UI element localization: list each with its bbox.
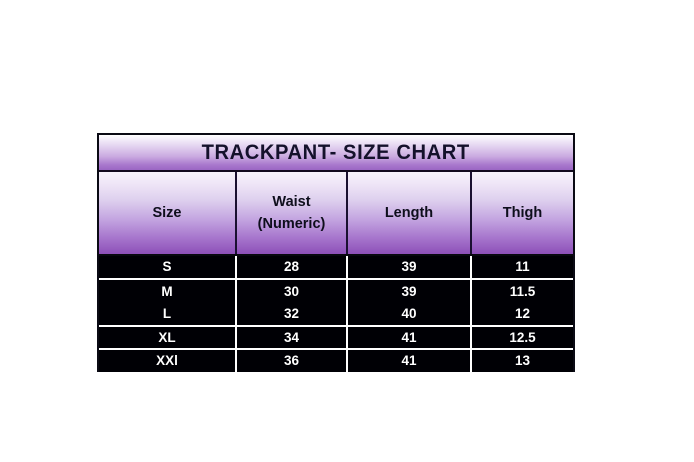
cell-waist: 30 <box>237 279 348 304</box>
column-header-length-line1: Length <box>384 204 434 221</box>
cell-length: 41 <box>348 350 472 372</box>
cell-waist: 34 <box>237 326 348 349</box>
cell-waist: 28 <box>237 256 348 278</box>
table-row: L 32 40 12 <box>99 303 573 327</box>
cell-length: 41 <box>348 326 472 349</box>
size-chart-table: TRACKPANT- SIZE CHART Size Waist (Numeri… <box>97 133 575 374</box>
table-row: XXl 36 41 13 <box>99 350 573 374</box>
table-row: S 28 39 11 <box>99 256 573 280</box>
page-title: TRACKPANT- SIZE CHART <box>201 140 471 164</box>
table-body: S 28 39 11 M 30 39 11.5 L 32 40 12 XL 34… <box>99 256 573 374</box>
cell-thigh: 11 <box>515 259 530 275</box>
cell-length: 40 <box>348 303 472 325</box>
cell-waist: 32 <box>237 303 348 325</box>
cell-size: XL <box>99 326 237 349</box>
column-header-waist-line2: (Numeric) <box>257 216 326 232</box>
column-header-thigh-line1: Thigh <box>502 204 543 221</box>
cell-size: L <box>99 303 237 325</box>
cell-thigh: 13 <box>514 353 531 369</box>
cell-waist: 36 <box>237 350 348 372</box>
cell-size: XXl <box>99 350 237 372</box>
table-header-row: Size Waist (Numeric) Length Thigh <box>99 172 573 256</box>
cell-length: 39 <box>348 256 472 278</box>
cell-size: S <box>99 256 237 278</box>
column-header-length: Length <box>348 172 472 254</box>
column-header-thigh: Thigh <box>472 172 573 254</box>
column-header-waist-line1: Waist <box>272 193 311 210</box>
table-row: XL 34 41 12.5 <box>99 326 573 351</box>
column-header-size: Size <box>99 172 237 254</box>
column-header-waist: Waist (Numeric) <box>237 172 348 254</box>
column-header-size-line1: Size <box>152 204 182 221</box>
cell-thigh: 11.5 <box>509 283 536 299</box>
cell-size: M <box>99 279 237 304</box>
cell-thigh: 12.5 <box>509 329 536 345</box>
chart-title-bar: TRACKPANT- SIZE CHART <box>99 135 573 172</box>
table-row: M 30 39 11.5 <box>99 279 573 304</box>
cell-thigh: 12 <box>514 306 531 322</box>
cell-length: 39 <box>348 279 472 304</box>
